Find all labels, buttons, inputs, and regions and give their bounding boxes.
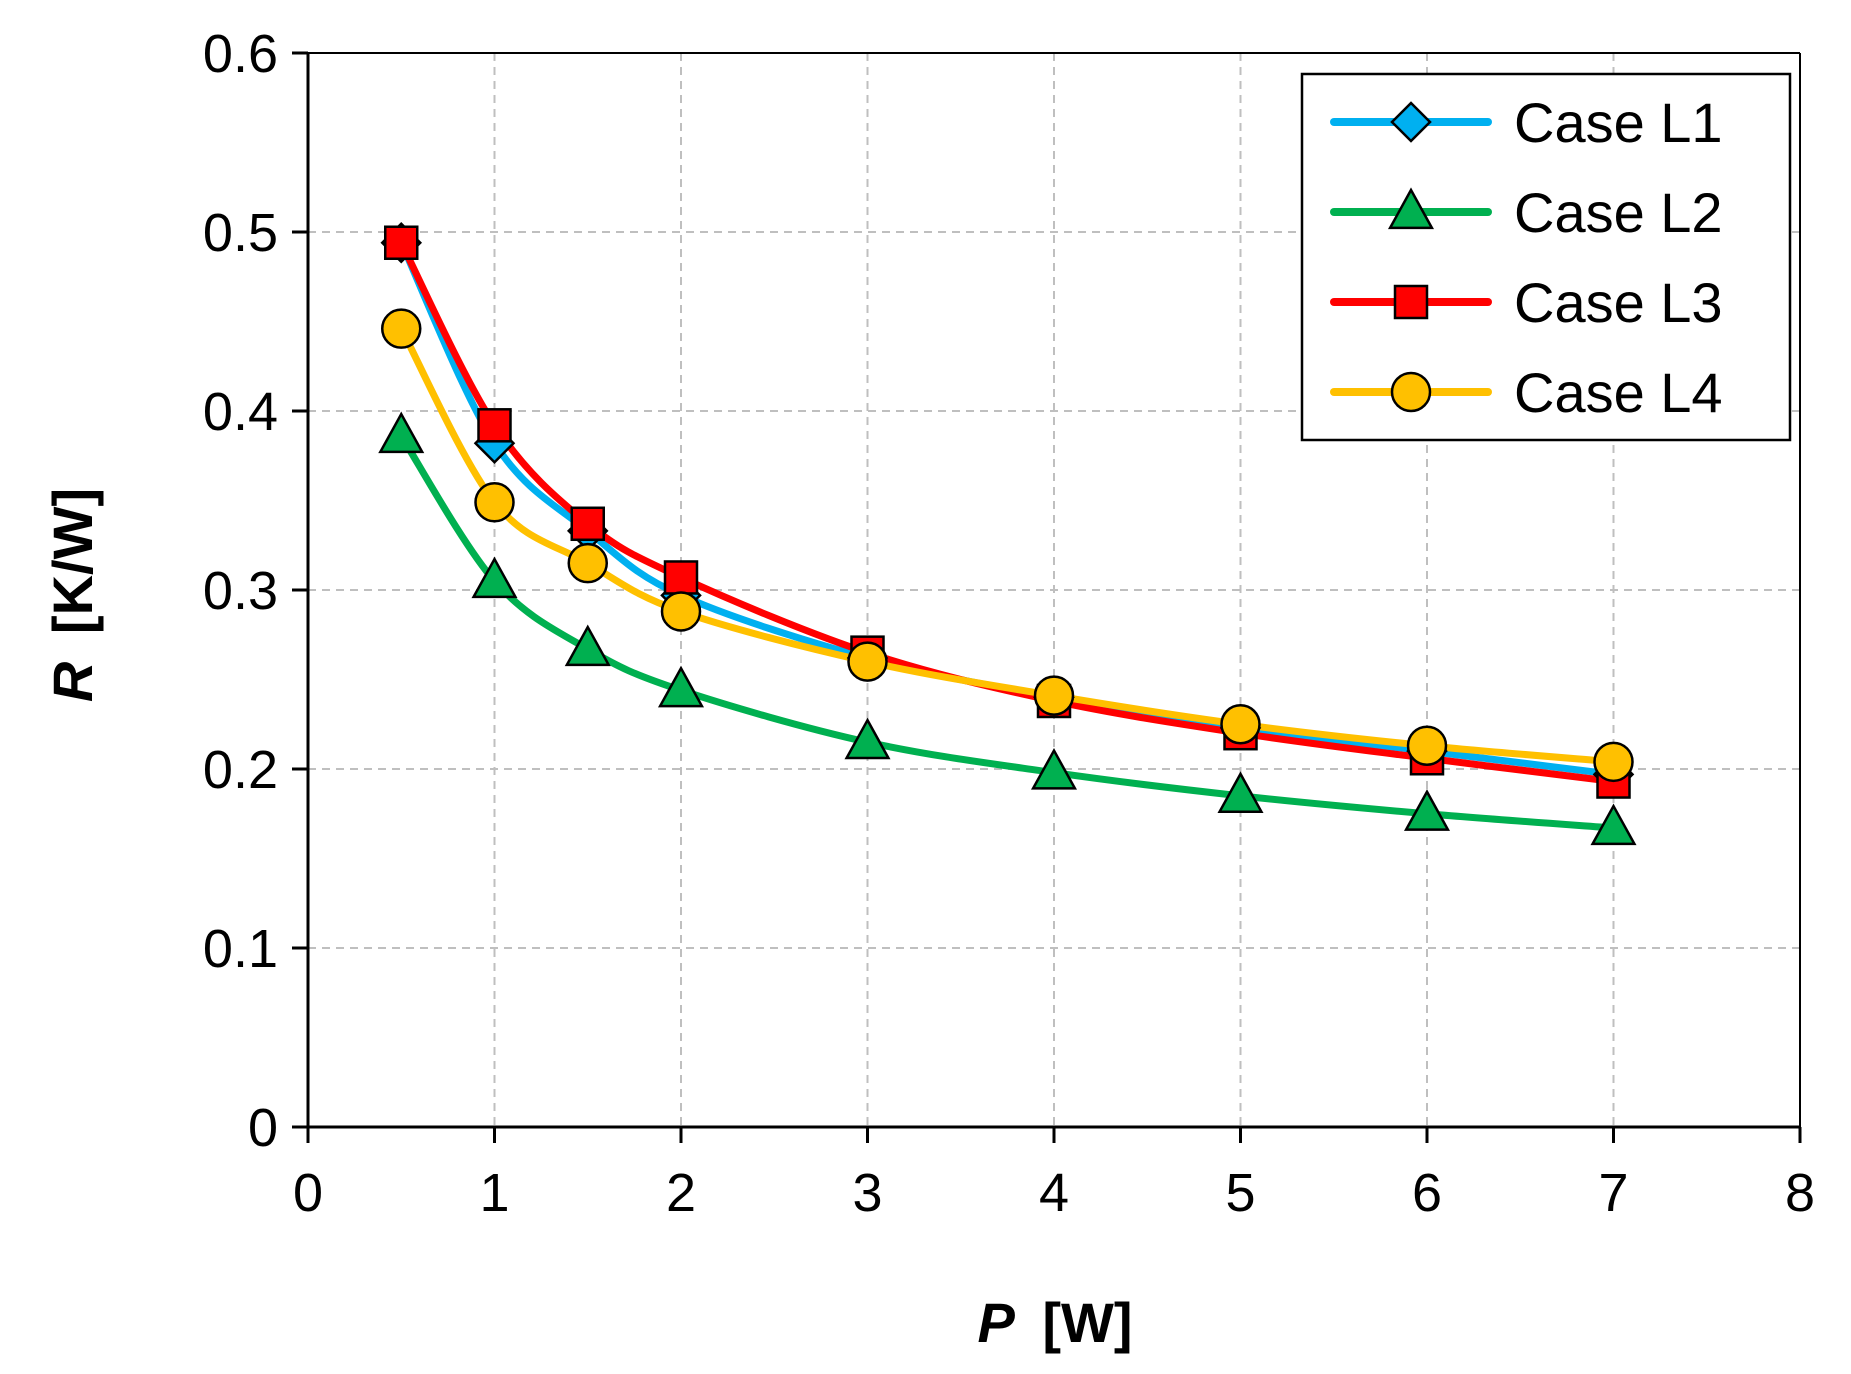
x-tick-label: 3 (852, 1163, 882, 1223)
data-point (1403, 789, 1451, 831)
x-tick-label: 0 (293, 1163, 323, 1223)
legend-swatch-marker (1390, 101, 1432, 143)
data-point (471, 556, 518, 599)
legend-item: Case L1 (1330, 91, 1723, 154)
legend-swatch-marker (1390, 371, 1432, 413)
series-line-case-l4 (397, 325, 1617, 766)
data-point (474, 482, 515, 523)
axis-labels: P [W] R [K/W] (41, 488, 1133, 1354)
data-point (1220, 704, 1261, 745)
y-tick-label: 0.3 (203, 561, 278, 621)
legend-label: Case L2 (1514, 181, 1723, 244)
y-tick-label: 0.5 (203, 203, 278, 263)
x-tick-label: 7 (1598, 1163, 1628, 1223)
data-point (844, 717, 891, 760)
markers-case-l2 (378, 411, 1637, 846)
x-tick-label: 8 (1785, 1163, 1815, 1223)
y-tick-label: 0.6 (203, 24, 278, 84)
data-point (381, 308, 422, 349)
series-markers (378, 221, 1637, 846)
y-axis-unit: [K/W] (41, 488, 104, 634)
data-point (564, 624, 611, 667)
x-tick-label: 1 (479, 1163, 509, 1223)
data-point (657, 665, 705, 708)
legend: Case L1 Case L2 Case L3 Case L4 (1300, 72, 1792, 442)
y-axis-label: R [K/W] (41, 488, 104, 702)
legend-box (1300, 72, 1792, 442)
markers-case-l4 (381, 308, 1634, 783)
data-point (1593, 741, 1634, 783)
y-axis-var: R (41, 661, 104, 702)
x-axis-unit: [W] (1042, 1291, 1132, 1354)
y-tick-label: 0.1 (203, 919, 278, 979)
data-point (1030, 747, 1078, 790)
data-point (1033, 675, 1075, 716)
x-axis-label: P [W] (977, 1291, 1132, 1354)
x-tick-label: 4 (1039, 1163, 1069, 1223)
data-point (660, 591, 702, 632)
x-tick-label: 6 (1412, 1163, 1442, 1223)
data-point (847, 641, 888, 682)
data-point (378, 411, 425, 454)
legend-label: Case L3 (1514, 271, 1723, 334)
axes (292, 51, 1802, 1143)
legend-item: Case L4 (1330, 361, 1723, 424)
data-point (1406, 725, 1448, 766)
series-line-case-l2 (397, 432, 1617, 832)
legend-swatch-marker (1387, 187, 1435, 230)
data-point (477, 408, 512, 443)
legend-label: Case L4 (1514, 361, 1723, 424)
legend-item: Case L3 (1330, 271, 1723, 334)
legend-label: Case L1 (1514, 91, 1723, 154)
data-point (567, 542, 608, 584)
x-axis-var: P (977, 1291, 1015, 1354)
y-tick-label: 0.2 (203, 740, 278, 800)
y-tick-label: 0 (248, 1098, 278, 1158)
legend-item: Case L2 (1330, 181, 1723, 244)
data-point (384, 225, 419, 260)
x-tick-label: 2 (666, 1163, 696, 1223)
tick-labels: 0 1 2 3 4 5 6 7 8 0 0.1 0.2 0.3 0.4 0.5 0.6 (203, 24, 1815, 1223)
data-point (1217, 771, 1264, 813)
data-point (570, 506, 605, 542)
data-point (663, 560, 699, 595)
y-tick-label: 0.4 (203, 382, 278, 442)
legend-swatch-marker (1393, 284, 1429, 320)
x-tick-label: 5 (1225, 1163, 1255, 1223)
data-point (1590, 803, 1637, 846)
